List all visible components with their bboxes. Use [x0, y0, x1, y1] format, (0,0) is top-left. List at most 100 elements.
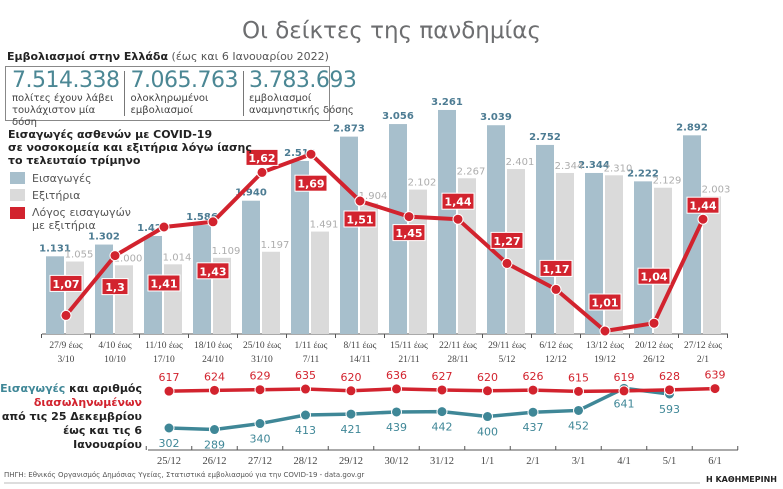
admissions-label: 340 [250, 433, 271, 446]
x-tick-label: 3/1 [572, 456, 585, 467]
x-tick-label: 8/11 έως [344, 341, 377, 351]
bar-label-admissions: 2.873 [333, 124, 365, 135]
admissions-label: 442 [432, 421, 453, 434]
admissions-point [391, 406, 402, 418]
intubated-point [163, 385, 175, 397]
intubated-point [482, 385, 493, 397]
ratio-point [109, 250, 121, 262]
page-title: Οι δείκτες της πανδημίας [242, 18, 541, 44]
bottom-chart-legend: Εισαγωγές και αριθμός διασωληνωμένων από… [0, 382, 142, 452]
x-tick-label: 27/12 [248, 456, 272, 467]
x-tick-label: 27/12 έως [684, 341, 722, 351]
ratio-point [60, 309, 72, 321]
bar-label-admissions: 3.261 [431, 97, 463, 108]
x-tick-label: 25/10 έως [243, 341, 281, 351]
ratio-label-box [101, 278, 129, 296]
x-tick-label: 4/1 [617, 456, 630, 467]
ratio-label-box [245, 148, 279, 166]
x-tick-label: 22/11 έως [439, 341, 477, 351]
bar-admissions [242, 200, 260, 334]
stat-value: 3.783.693 [248, 68, 357, 93]
intubated-label: 620 [477, 371, 498, 384]
ratio-point [452, 213, 464, 225]
bar-exits [262, 251, 280, 334]
intubated-label: 639 [705, 369, 726, 382]
ratio-label: 1,41 [150, 278, 177, 291]
bar-label-exits: 2.267 [457, 166, 486, 177]
vaccination-note: (έως και 6 Ιανουαρίου 2022) [171, 50, 329, 63]
ratio-point [501, 257, 513, 269]
bar-admissions [193, 225, 211, 334]
stat-desc: εμβολιασμοί [248, 93, 312, 104]
ratio-label: 1,17 [542, 263, 569, 276]
chart-heading-line: το τελευταίο τρίμηνο [8, 154, 141, 167]
bar-label-admissions: 1.302 [88, 232, 120, 243]
ratio-point [305, 148, 317, 160]
admissions-label: 593 [659, 403, 680, 416]
bar-label-admissions: 2.892 [676, 122, 708, 133]
bar-exits [703, 196, 721, 334]
admissions-point [482, 411, 493, 423]
x-tick-label: 19/12 [594, 355, 616, 365]
bar-label-admissions: 2.752 [529, 132, 561, 143]
ratio-label-box [637, 267, 671, 285]
ratio-label-box [539, 259, 573, 277]
x-tick-label: 5/1 [663, 456, 676, 467]
intubated-label: 615 [568, 371, 589, 384]
admissions-line [168, 386, 670, 432]
x-tick-label: 30/12 [385, 456, 409, 467]
admissions-label: 437 [523, 421, 544, 434]
bar-label-exits: 2.129 [653, 176, 682, 187]
bar-label-exits: 2.344 [555, 161, 584, 172]
bar-label-admissions: 2.519 [284, 148, 316, 159]
x-tick-label: 1/1 [481, 456, 494, 467]
legend-exits: Εξιτήρια [10, 189, 80, 202]
x-tick-label: 3/10 [58, 355, 75, 365]
bar-label-exits: 1.197 [261, 240, 290, 251]
bar-label-exits: 1.109 [212, 246, 241, 257]
bar-label-admissions: 2.344 [578, 160, 610, 171]
admissions-label: 400 [477, 426, 498, 439]
intubated-point [254, 384, 266, 396]
stat-desc: εμβολιασμοί [130, 105, 193, 116]
x-tick-label: 26/12 [643, 355, 665, 365]
ratio-point [697, 213, 709, 225]
legend-text: έως και τις 6 Ιανουαρίου [63, 424, 142, 451]
x-tick-label: 2/1 [526, 456, 539, 467]
x-tick-label: 20/12 έως [635, 341, 673, 351]
bar-label-admissions: 1.427 [137, 223, 169, 234]
bar-label-exits: 1.000 [114, 253, 143, 264]
x-tick-label: 14/11 [349, 355, 371, 365]
bar-label-admissions: 3.039 [480, 112, 512, 123]
stat-value: 7.065.763 [130, 68, 238, 93]
x-tick-label: 29/11 έως [488, 341, 526, 351]
legend-label: Λόγος εισαγωγών με εξιτήρια [32, 206, 131, 232]
x-tick-label: 24/10 [202, 355, 224, 365]
x-tick-label: 2/1 [697, 355, 709, 365]
intubated-point [391, 383, 402, 395]
ratio-label-box [49, 274, 83, 292]
ratio-point [256, 166, 268, 178]
admissions-label: 289 [204, 439, 225, 452]
intubated-point [436, 384, 448, 396]
bar-label-exits: 2.310 [604, 163, 633, 174]
legend-ratio: Λόγος εισαγωγών με εξιτήρια [10, 206, 131, 232]
bar-admissions [291, 160, 309, 334]
bar-label-exits: 1.491 [310, 220, 339, 231]
bar-label-admissions: 3.056 [382, 111, 414, 122]
stat-booster: 3.783.693 εμβολιασμοί αναμνηστικής δόσης [242, 67, 361, 120]
ratio-label: 1,27 [493, 235, 520, 248]
intubated-label: 628 [659, 370, 680, 383]
chart-heading-line: Εισαγωγές ασθενών με COVID-19 [8, 128, 213, 141]
bar-exits [115, 265, 133, 334]
admissions-label: 421 [341, 423, 362, 436]
ratio-label-box [441, 192, 475, 210]
intubated-point [527, 384, 539, 396]
vaccination-heading: Εμβολιασμοί στην Ελλάδα (έως και 6 Ιανου… [7, 50, 329, 63]
bar-exits [360, 203, 378, 334]
bar-exits [654, 187, 672, 334]
legend-swatch [10, 189, 25, 201]
legend-admissions-text: Εισαγωγές [0, 382, 66, 395]
ratio-point [599, 325, 611, 337]
